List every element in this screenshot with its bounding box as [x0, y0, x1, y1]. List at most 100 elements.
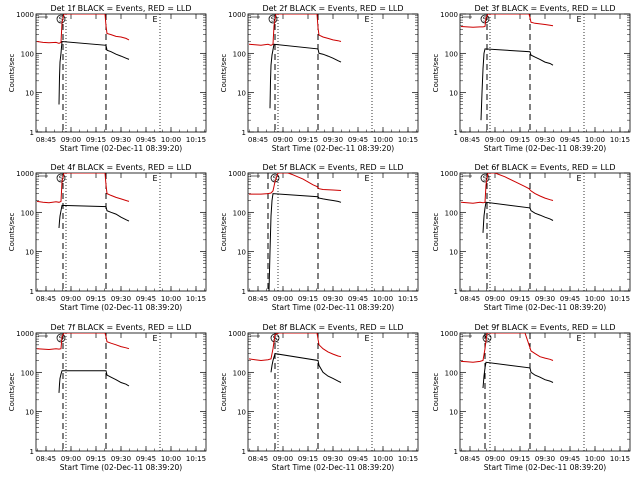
- x-tick-label: 10:00: [373, 295, 393, 303]
- x-tick-label: 08:45: [36, 295, 56, 303]
- x-tick-label: 09:45: [560, 455, 580, 463]
- start-marker-circle: [270, 333, 280, 343]
- y-axis-label: Counts/sec: [8, 54, 16, 93]
- y-tick-label: 1000: [228, 330, 246, 338]
- y-tick-label: 100: [445, 50, 458, 58]
- events-series-line: [270, 353, 342, 383]
- y-tick-label: 100: [21, 209, 34, 217]
- end-marker-label: E: [576, 334, 581, 343]
- x-tick-label: 10:00: [373, 136, 393, 144]
- y-tick-label: 10: [449, 409, 458, 417]
- x-tick-label: 09:15: [86, 136, 106, 144]
- y-tick-label: 100: [21, 369, 34, 377]
- x-axis-label: Start Time (02-Dec-11 08:39:20): [272, 463, 394, 472]
- x-tick-label: 08:45: [248, 295, 268, 303]
- x-tick-label: 10:15: [186, 295, 206, 303]
- y-tick-label: 1: [242, 129, 246, 137]
- x-tick-label: 09:30: [535, 295, 555, 303]
- lld-series-line: [460, 173, 554, 204]
- panel-8: Det 8f BLACK = Events, RED = LLD 1 10 100 10…: [220, 323, 419, 472]
- events-series-line: [58, 370, 130, 393]
- lld-series-line: [248, 14, 342, 46]
- plot-frame: [459, 13, 631, 133]
- x-tick-label: 08:45: [36, 136, 56, 144]
- y-tick-label: 1: [454, 448, 458, 456]
- panel-2: Det 2f BLACK = Events, RED = LLD 1 10 100 10…: [220, 4, 419, 153]
- x-tick-label: 09:30: [111, 295, 131, 303]
- y-tick-label: 100: [233, 50, 246, 58]
- y-tick-label: 1000: [228, 11, 246, 19]
- panel-title: Det 9f BLACK = Events, RED = LLD: [474, 323, 615, 332]
- lld-series-line: [36, 14, 130, 44]
- y-tick-label: 10: [237, 249, 246, 257]
- panel-title: Det 5f BLACK = Events, RED = LLD: [262, 163, 403, 172]
- panel-3: Det 3f BLACK = Events, RED = LLD 1 10 100 10…: [432, 4, 631, 153]
- x-axis-label: Start Time (02-Dec-11 08:39:20): [272, 144, 394, 153]
- x-tick-label: 08:45: [36, 455, 56, 463]
- x-axis-label: Start Time (02-Dec-11 08:39:20): [484, 303, 606, 312]
- start-marker-label: S: [273, 335, 278, 343]
- lld-series-line: [460, 14, 554, 28]
- series-group: [36, 14, 130, 105]
- x-tick-label: 09:00: [485, 136, 505, 144]
- x-tick-label: 10:00: [585, 295, 605, 303]
- plot-frame: [247, 332, 419, 452]
- y-tick-label: 1000: [16, 330, 34, 338]
- x-tick-label: 09:15: [298, 455, 318, 463]
- panel-1: Det 1f BLACK = Events, RED = LLD 1 10 100 10…: [8, 4, 207, 153]
- x-tick-label: 09:30: [111, 136, 131, 144]
- x-axis-label: Start Time (02-Dec-11 08:39:20): [60, 303, 182, 312]
- x-tick-label: 09:15: [510, 295, 530, 303]
- end-marker-label: E: [152, 334, 157, 343]
- start-marker-label: S: [59, 175, 64, 183]
- x-tick-label: 09:30: [323, 295, 343, 303]
- x-tick-label: 09:15: [298, 295, 318, 303]
- y-axis-label: Counts/sec: [432, 213, 440, 252]
- x-tick-label: 10:15: [398, 295, 418, 303]
- x-tick-label: 09:45: [348, 455, 368, 463]
- end-marker-label: E: [364, 334, 369, 343]
- events-series-line: [482, 201, 554, 233]
- x-tick-label: 09:15: [86, 455, 106, 463]
- y-axis-label: Counts/sec: [220, 213, 228, 252]
- x-tick-label: 10:15: [398, 455, 418, 463]
- end-marker-label: E: [576, 174, 581, 183]
- y-tick-label: 1000: [228, 170, 246, 178]
- start-marker-circle: [56, 333, 66, 343]
- x-tick-label: 10:15: [398, 136, 418, 144]
- y-tick-label: 100: [233, 369, 246, 377]
- lld-series-line: [248, 333, 342, 362]
- end-marker-label: E: [152, 174, 157, 183]
- x-tick-label: 09:30: [535, 136, 555, 144]
- x-tick-label: 08:45: [460, 136, 480, 144]
- x-tick-label: 10:15: [186, 455, 206, 463]
- x-tick-label: 09:15: [298, 136, 318, 144]
- x-tick-label: 10:00: [161, 455, 181, 463]
- start-marker-label: S: [483, 175, 488, 183]
- y-tick-label: 1: [454, 129, 458, 137]
- x-tick-label: 09:00: [485, 295, 505, 303]
- end-marker-label: E: [364, 174, 369, 183]
- panel-4: Det 4f BLACK = Events, RED = LLD 1 10 100 10…: [8, 163, 207, 312]
- x-axis-label: Start Time (02-Dec-11 08:39:20): [484, 144, 606, 153]
- panel-title: Det 6f BLACK = Events, RED = LLD: [474, 163, 615, 172]
- events-series-line: [480, 48, 554, 121]
- y-tick-label: 10: [237, 409, 246, 417]
- lld-series-line: [36, 333, 130, 351]
- x-axis-label: Start Time (02-Dec-11 08:39:20): [484, 463, 606, 472]
- x-tick-label: 09:30: [111, 455, 131, 463]
- y-tick-label: 1000: [440, 11, 458, 19]
- series-group: [460, 173, 554, 233]
- panel-title: Det 4f BLACK = Events, RED = LLD: [50, 163, 191, 172]
- lld-series-line: [460, 333, 554, 363]
- y-tick-label: 1: [242, 288, 246, 296]
- y-tick-label: 100: [21, 50, 34, 58]
- events-series-line: [268, 193, 342, 291]
- start-marker-label: S: [59, 16, 64, 24]
- panel-7: Det 7f BLACK = Events, RED = LLD 1 10 100 10…: [8, 323, 207, 472]
- x-axis-label: Start Time (02-Dec-11 08:39:20): [272, 303, 394, 312]
- y-tick-label: 1: [30, 288, 34, 296]
- panel-title: Det 3f BLACK = Events, RED = LLD: [474, 4, 615, 13]
- x-tick-label: 09:45: [560, 295, 580, 303]
- events-series-line: [58, 40, 130, 105]
